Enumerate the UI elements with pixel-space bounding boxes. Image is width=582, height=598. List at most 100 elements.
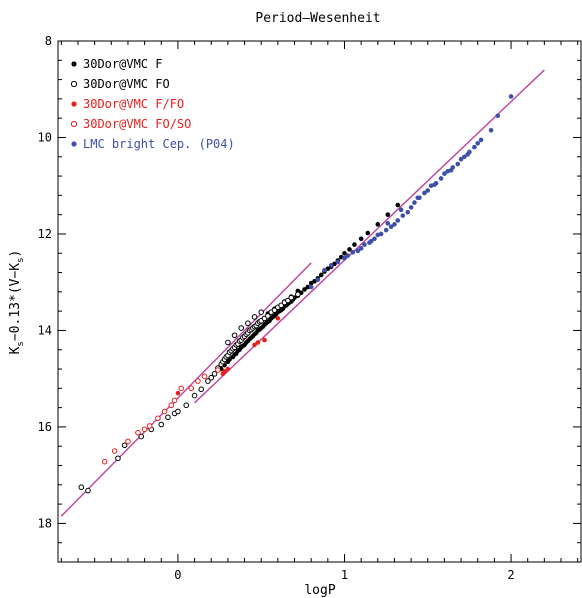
data-point: [135, 429, 141, 436]
y-axis-label-main: K: [8, 346, 23, 354]
data-point: [358, 246, 364, 251]
data-point: [425, 188, 431, 193]
data-point: [400, 213, 406, 218]
data-point: [171, 397, 178, 404]
data-point: [458, 156, 464, 162]
y-tick-label: 16: [38, 420, 52, 434]
data-point: [231, 332, 238, 339]
data-point: [488, 127, 494, 133]
data-point: [251, 314, 258, 320]
data-point: [168, 402, 175, 409]
data-point: [215, 367, 221, 373]
legend-label: 30Dor@VMC F: [83, 57, 162, 71]
data-point: [395, 218, 401, 223]
data-point: [422, 190, 427, 196]
data-point: [358, 236, 364, 242]
data-point: [378, 231, 384, 237]
data-point: [262, 337, 267, 343]
y-axis-label-mid: −0.13*(V−K: [8, 263, 23, 341]
y-tick-label: 18: [38, 516, 52, 530]
data-point: [208, 374, 215, 381]
data-point: [432, 182, 437, 188]
data-point: [161, 408, 168, 415]
data-point: [318, 272, 324, 278]
data-point: [183, 402, 190, 409]
y-tick-label: 8: [45, 34, 52, 48]
data-point: [448, 167, 454, 173]
data-point: [211, 371, 218, 377]
data-point: [472, 144, 477, 150]
legend-marker: [70, 80, 78, 88]
data-point: [342, 250, 347, 256]
data-point: [465, 152, 471, 157]
data-point: [195, 378, 201, 384]
data-point: [85, 487, 91, 494]
data-point: [245, 320, 251, 327]
data-point: [328, 263, 334, 268]
data-point: [125, 438, 131, 445]
data-point: [302, 287, 307, 292]
data-point: [141, 426, 148, 433]
data-point: [191, 392, 198, 399]
chart-title: Period–Wesenheit: [255, 11, 380, 26]
data-point: [198, 386, 205, 393]
x-tick-label: 0: [174, 568, 181, 582]
data-point: [385, 212, 391, 217]
data-point: [455, 161, 461, 167]
data-point: [158, 421, 165, 428]
data-point: [111, 448, 118, 454]
data-point: [345, 253, 351, 258]
data-point: [275, 316, 281, 321]
data-point: [252, 342, 257, 348]
data-point: [350, 249, 356, 255]
data-point: [395, 202, 401, 208]
x-axis-label: logP: [304, 583, 335, 598]
data-point: [408, 205, 414, 210]
data-point: [238, 325, 245, 331]
data-point: [305, 284, 311, 290]
data-point: [78, 484, 85, 491]
data-point: [475, 140, 481, 146]
data-point: [146, 423, 153, 429]
data-point: [438, 176, 444, 181]
data-point: [225, 366, 231, 372]
data-point: [288, 294, 294, 301]
data-point: [478, 137, 484, 143]
data-point: [175, 390, 181, 396]
data-point: [121, 442, 128, 449]
data-point: [368, 238, 374, 244]
data-point: [365, 230, 371, 236]
legend-marker: [71, 101, 77, 107]
data-point: [342, 255, 347, 261]
legend-label: 30Dor@VMC FO/SO: [83, 117, 191, 131]
legend-label: LMC bright Cep. (P04): [83, 137, 235, 151]
x-tick-label: 2: [507, 568, 514, 582]
legend-marker: [70, 120, 78, 128]
data-point: [372, 236, 377, 242]
plot-frame: [57, 40, 582, 563]
data-point: [255, 340, 261, 345]
data-point: [188, 385, 195, 392]
data-point: [462, 154, 467, 160]
data-point: [508, 94, 514, 99]
y-tick-label: 12: [38, 227, 52, 241]
data-point: [352, 242, 357, 247]
y-axis-label-sub1: s: [16, 341, 26, 346]
legend-marker: [71, 141, 77, 147]
y-axis-label: Ks−0.13*(V−Ks): [8, 250, 26, 355]
data-point: [495, 113, 501, 119]
data-point: [155, 415, 161, 422]
data-point: [205, 378, 211, 384]
fit-line: [194, 69, 545, 404]
data-point: [101, 458, 108, 465]
data-point: [415, 195, 421, 201]
data-point: [392, 222, 397, 227]
data-point: [308, 280, 314, 286]
data-point: [362, 242, 367, 247]
y-tick-label: 14: [38, 323, 52, 337]
x-tick-label: 1: [341, 568, 348, 582]
data-point: [165, 414, 171, 421]
data-point: [355, 248, 361, 254]
